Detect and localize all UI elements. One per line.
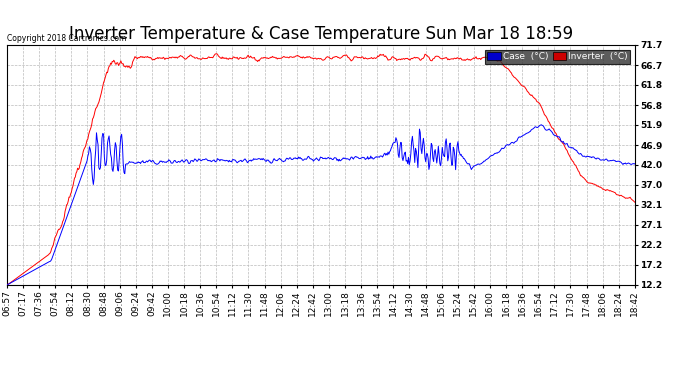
Title: Inverter Temperature & Case Temperature Sun Mar 18 18:59: Inverter Temperature & Case Temperature …	[69, 26, 573, 44]
Legend: Case  (°C), Inverter  (°C): Case (°C), Inverter (°C)	[484, 50, 630, 64]
Text: Copyright 2018 Cartronics.com: Copyright 2018 Cartronics.com	[7, 34, 126, 43]
